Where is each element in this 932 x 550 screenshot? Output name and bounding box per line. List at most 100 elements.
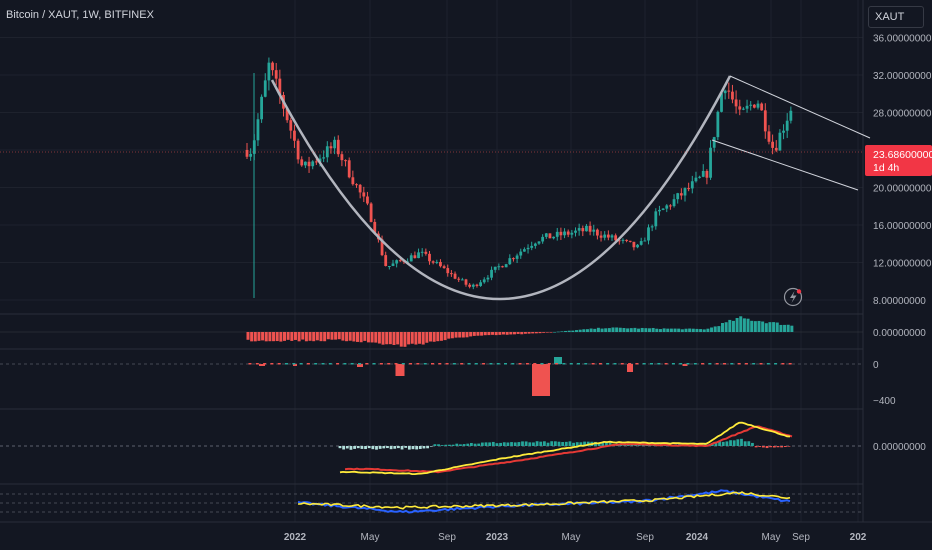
histogram-bar [306, 363, 310, 365]
histogram-bar [388, 332, 392, 345]
histogram-bar [334, 332, 338, 340]
candle-body [384, 255, 388, 267]
symbol-search-box[interactable]: XAUT [868, 6, 924, 28]
histogram-bar [263, 363, 267, 365]
candle-body [767, 131, 771, 142]
candle-body [293, 130, 296, 141]
candle-body [504, 264, 508, 268]
histogram-bar [758, 446, 762, 447]
histogram-bar [319, 332, 323, 342]
candle-body [544, 233, 548, 237]
histogram-bar [710, 327, 714, 332]
histogram-bar [448, 444, 451, 446]
histogram-bar [593, 328, 597, 332]
histogram-bar [444, 444, 448, 446]
candle-body [285, 108, 289, 121]
histogram-bar [684, 328, 688, 332]
histogram-bar [364, 446, 367, 450]
oscillator-pane [0, 489, 863, 514]
candle-body [355, 184, 358, 186]
histogram-bar [360, 446, 364, 449]
histogram-bar [494, 332, 498, 336]
y-tick-label: 20.00000000 [873, 184, 932, 195]
histogram-bar [542, 332, 546, 333]
candle-body [774, 147, 778, 151]
candle-body [585, 225, 588, 232]
drawing-overlays[interactable] [270, 75, 871, 301]
histogram-bar [730, 363, 734, 365]
histogram-bar [489, 363, 493, 365]
candle-body [460, 279, 464, 281]
histogram-bar [545, 332, 549, 333]
candle-body [628, 240, 632, 242]
histogram-bar [613, 363, 617, 365]
histogram-bar [618, 327, 622, 332]
x-tick-label: May [361, 532, 380, 543]
histogram-bar [750, 320, 754, 332]
histogram-bar [538, 332, 542, 334]
candle-body [351, 177, 355, 185]
histogram-bar [393, 446, 397, 449]
histogram-bar [337, 332, 341, 340]
candlestick-series [245, 57, 793, 298]
histogram-bar [314, 363, 318, 365]
histogram-bar [642, 363, 646, 365]
candle-body [643, 240, 647, 242]
candle-body [552, 236, 555, 239]
histogram-bar [557, 441, 561, 446]
candle-body [632, 241, 636, 248]
histogram-bar [535, 441, 539, 446]
histogram-bar [732, 440, 736, 446]
histogram-bar [521, 441, 524, 446]
histogram-bar [437, 444, 440, 446]
histogram-bar [292, 363, 296, 365]
histogram-bar [572, 442, 575, 446]
candle-body [391, 263, 395, 266]
histogram-bar [509, 332, 513, 335]
histogram-bar [395, 364, 405, 376]
histogram-bar [640, 327, 644, 332]
candle-body [778, 132, 782, 151]
bar-countdown: 1d 4h [873, 162, 899, 174]
candle-body [698, 176, 701, 178]
candle-body [574, 230, 577, 233]
candle-body [457, 278, 461, 280]
candle-body [428, 253, 431, 262]
histogram-bar [502, 332, 505, 335]
signal-line [344, 425, 793, 474]
histogram-bar [764, 323, 768, 332]
flash-icon[interactable] [783, 287, 803, 307]
histogram-bar [315, 332, 319, 341]
y-tick-label: 0 [873, 360, 879, 371]
candle-body [424, 251, 428, 254]
x-tick-label: 2023 [486, 532, 509, 543]
channel-lower-line [711, 139, 859, 191]
histogram-bar [283, 332, 286, 341]
histogram-bar [568, 441, 572, 446]
histogram-bar [338, 446, 342, 449]
candle-body [716, 111, 720, 138]
candle-body [712, 137, 716, 148]
candle-body [512, 258, 515, 260]
histogram-bar [415, 446, 419, 450]
candle-body [636, 244, 639, 248]
candle-body [789, 110, 793, 121]
histogram-bar [691, 328, 695, 332]
candle-body [690, 181, 694, 189]
histogram-bar [429, 446, 433, 447]
candle-body [533, 243, 537, 246]
histogram-bar [343, 363, 347, 365]
histogram-bar [751, 442, 754, 446]
candle-body [661, 208, 665, 210]
histogram-bar [467, 363, 471, 365]
histogram-bar [472, 332, 476, 336]
histogram-bar [264, 332, 268, 342]
histogram-bar [477, 443, 481, 446]
candle-body [760, 103, 764, 111]
histogram-bar [731, 320, 735, 332]
histogram-bar [253, 332, 257, 342]
candle-body [654, 211, 658, 227]
histogram-bar [766, 363, 770, 365]
histogram-bar [715, 363, 719, 365]
